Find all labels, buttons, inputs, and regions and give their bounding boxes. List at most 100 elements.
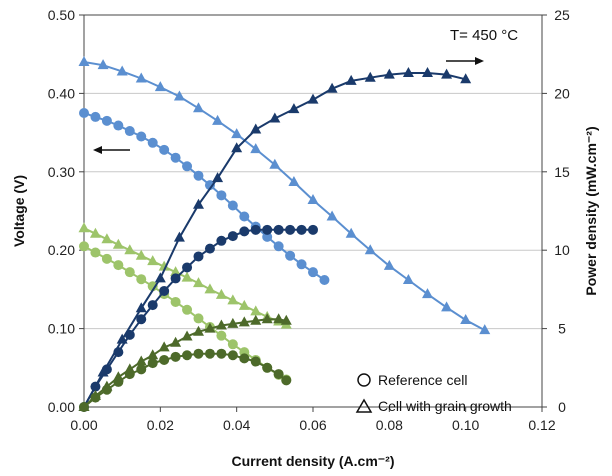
data-point-circle [308, 267, 318, 278]
data-point-circle [90, 381, 101, 392]
legend: Reference cell Cell with grain growth [355, 372, 512, 414]
data-point-triangle [215, 319, 227, 330]
data-point-circle [227, 350, 238, 361]
data-point-triangle [231, 128, 243, 139]
plot-area-border [83, 14, 543, 408]
data-point-circle [101, 253, 112, 264]
y-left-tick-label: 0.00 [48, 399, 75, 415]
data-point-triangle [147, 255, 159, 266]
data-point-triangle [181, 330, 193, 341]
data-point-circle [296, 224, 307, 235]
data-point-circle [216, 190, 227, 201]
data-point-circle [136, 274, 147, 285]
data-point-triangle [345, 74, 357, 85]
data-point-triangle [441, 68, 453, 79]
x-tick-label: 0.08 [376, 417, 403, 433]
y-left-axis-label: Voltage (V) [11, 175, 27, 247]
data-point-triangle [280, 314, 292, 325]
data-point-triangle [154, 81, 166, 92]
data-point-triangle [227, 294, 239, 305]
data-point-circle [147, 358, 158, 369]
data-point-triangle [383, 259, 395, 270]
data-point-circle [159, 354, 170, 365]
data-point-circle [90, 392, 101, 403]
series-layer [78, 56, 491, 412]
data-point-triangle [193, 198, 204, 209]
data-point-triangle [193, 102, 204, 113]
data-point-circle [296, 259, 307, 270]
data-point-circle [216, 348, 227, 359]
data-point-circle [124, 267, 135, 278]
series-grain-growth-voltage-0 [78, 56, 491, 335]
data-point-circle [319, 274, 330, 285]
series-grain-growth-power-density-4 [78, 67, 472, 411]
data-point-triangle [78, 56, 90, 67]
data-point-circle [79, 241, 89, 252]
data-point-circle [90, 247, 101, 258]
data-point-circle [193, 313, 204, 324]
data-point-triangle [173, 90, 185, 101]
data-point-triangle [89, 227, 101, 238]
data-point-circle [262, 231, 273, 242]
data-point-triangle [135, 249, 147, 260]
data-point-circle [281, 375, 292, 386]
data-point-circle [273, 369, 284, 380]
data-point-triangle [204, 283, 216, 294]
data-point-circle [204, 180, 215, 191]
data-point-circle [101, 384, 112, 395]
data-point-circle [136, 364, 147, 375]
data-point-circle [147, 281, 158, 292]
plot-frame [83, 14, 543, 408]
y-left-tick-label: 0.50 [48, 7, 75, 23]
legend-label-reference: Reference cell [378, 372, 468, 388]
x-tick-labels: 0.00 0.02 0.04 0.06 0.08 0.10 0.12 [70, 417, 555, 433]
data-point-triangle [97, 59, 109, 70]
data-point-triangle [158, 341, 170, 352]
data-point-circle [285, 224, 296, 235]
data-point-triangle [135, 72, 147, 83]
data-point-circle [193, 251, 204, 262]
series-line-reference-voltage [83, 112, 326, 281]
data-point-triangle [383, 68, 395, 79]
data-point-triangle [215, 288, 227, 299]
data-point-triangle [231, 142, 243, 153]
data-point-circle [308, 224, 318, 235]
tick-marks [79, 14, 547, 412]
x-tick-label: 0.00 [70, 417, 97, 433]
data-point-triangle [402, 273, 414, 284]
data-point-circle [90, 111, 101, 122]
data-point-triangle [460, 313, 472, 324]
data-point-triangle [78, 222, 90, 233]
data-point-circle [273, 224, 284, 235]
data-point-triangle [269, 158, 281, 169]
data-point-triangle [273, 313, 285, 324]
data-point-circle [79, 402, 89, 412]
data-point-triangle [238, 316, 250, 327]
y-right-tick-label: 5 [558, 321, 566, 337]
data-point-circle [193, 348, 204, 359]
data-point-circle [147, 300, 158, 311]
left-axis-arrow [93, 146, 130, 154]
data-point-triangle [269, 112, 281, 123]
data-point-circle [216, 330, 227, 341]
y-right-axis-label: Power density (mW.cm⁻²) [583, 126, 599, 295]
data-point-triangle [173, 231, 185, 242]
data-point-circle [113, 260, 124, 271]
data-point-triangle [212, 114, 224, 125]
y-right-tick-label: 0 [558, 399, 566, 415]
data-point-circle [124, 126, 135, 137]
y-left-tick-label: 0.10 [48, 321, 75, 337]
data-point-triangle [422, 67, 433, 78]
gridlines [84, 92, 542, 330]
data-point-triangle [193, 277, 204, 288]
data-point-triangle [158, 260, 170, 271]
y-left-tick-label: 0.30 [48, 164, 75, 180]
data-point-circle [159, 285, 170, 296]
data-point-triangle [326, 82, 338, 93]
legend-label-grain-growth: Cell with grain growth [378, 398, 512, 414]
data-point-triangle [135, 355, 147, 366]
data-point-circle [113, 120, 124, 131]
data-point-triangle [212, 172, 224, 183]
y-right-tick-label: 25 [554, 7, 570, 23]
